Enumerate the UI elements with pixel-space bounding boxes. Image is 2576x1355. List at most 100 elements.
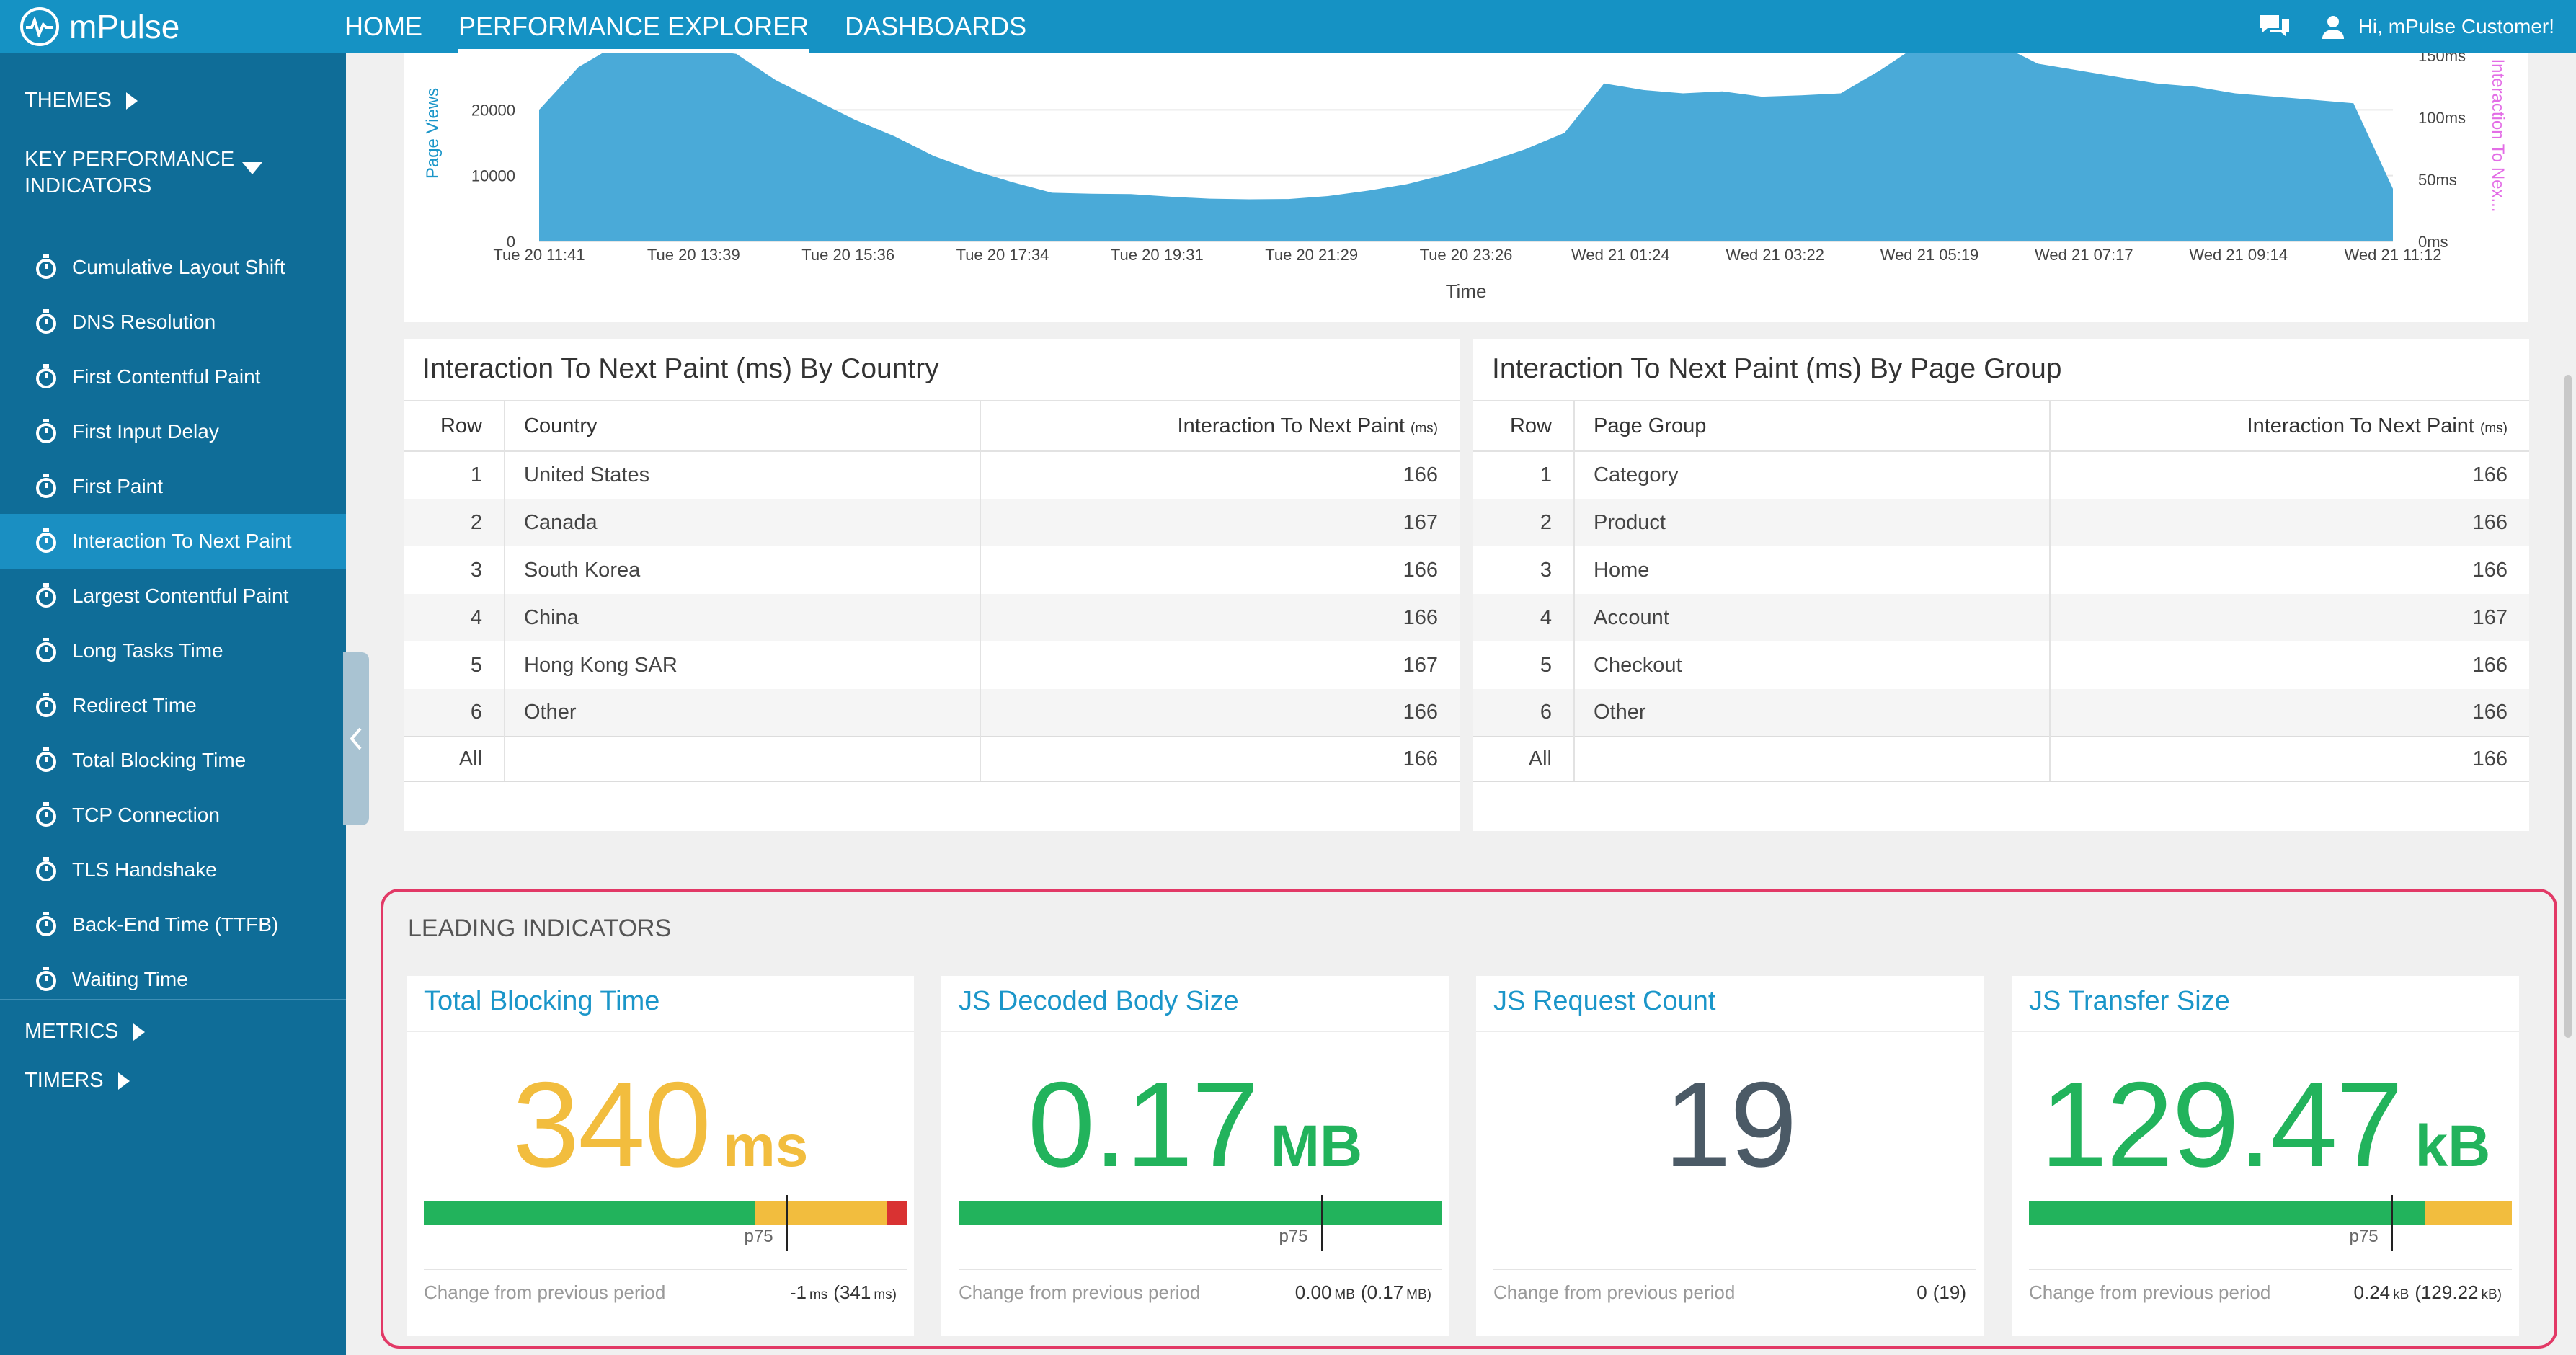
change-label: Change from previous period <box>959 1281 1201 1303</box>
indicator-value: 0.17 MB <box>941 1055 1449 1194</box>
sidebar-item-label: First Input Delay <box>72 420 219 443</box>
sidebar-item-tcp-connection[interactable]: TCP Connection <box>0 788 346 843</box>
sidebar-item-long-tasks-time[interactable]: Long Tasks Time <box>0 623 346 678</box>
chat-icon[interactable] <box>2259 12 2291 41</box>
app-logo[interactable]: mPulse <box>20 6 179 47</box>
user-area: Hi, mPulse Customer! <box>2259 0 2554 53</box>
sidebar-kpi[interactable]: KEY PERFORMANCE INDICATORS <box>25 146 327 200</box>
indicator-title[interactable]: JS Transfer Size <box>2029 986 2230 1016</box>
table-row[interactable]: 5 Checkout 166 <box>1473 641 2529 689</box>
nav-home[interactable]: HOME <box>345 12 422 41</box>
row-value: 167 <box>2050 594 2529 641</box>
sidebar-item-largest-contentful-paint[interactable]: Largest Contentful Paint <box>0 569 346 623</box>
sidebar-item-first-paint[interactable]: First Paint <box>0 459 346 514</box>
indicator-unit: MB <box>1270 1114 1363 1179</box>
row-name: Other <box>505 689 981 737</box>
indicator-number: 129.47 <box>2040 1057 2404 1192</box>
sidebar-item-label: DNS Resolution <box>72 311 216 333</box>
sidebar-timers-label: TIMERS <box>25 1069 104 1092</box>
table-row[interactable]: 6 Other 166 <box>1473 689 2529 737</box>
page-views-area[interactable] <box>539 53 2393 241</box>
sidebar-kpi-label: KEY PERFORMANCE INDICATORS <box>25 148 235 197</box>
pagegroup-table: Row Page Group Interaction To Next Paint… <box>1473 400 2529 782</box>
row-value: 167 <box>980 499 1460 546</box>
change-value: -1 ms (341 ms) <box>790 1281 897 1304</box>
sidebar-item-waiting-time[interactable]: Waiting Time <box>0 952 346 1007</box>
indicator-title[interactable]: JS Decoded Body Size <box>959 986 1239 1016</box>
country-table-card: Interaction To Next Paint (ms) By Countr… <box>404 339 1460 831</box>
indicator-title[interactable]: JS Request Count <box>1493 986 1716 1016</box>
sidebar-item-label: First Contentful Paint <box>72 365 261 388</box>
row-name: United States <box>505 451 981 499</box>
chevron-right-icon <box>125 92 138 110</box>
table-row[interactable]: 4 Account 167 <box>1473 594 2529 641</box>
row-value: 166 <box>980 689 1460 737</box>
x-axis-label: Time <box>1446 280 1487 302</box>
change-amount: 0.24 <box>2353 1281 2391 1303</box>
x-tick-label: Wed 21 07:17 <box>2035 246 2133 264</box>
x-tick-label: Wed 21 11:12 <box>2345 246 2442 264</box>
sidebar-timers[interactable]: TIMERS <box>25 1069 130 1093</box>
page-scrollbar[interactable] <box>2564 375 2572 1038</box>
indicator-unit: ms <box>722 1114 809 1179</box>
threshold-bar <box>2029 1201 2512 1225</box>
nav-dashboards[interactable]: DASHBOARDS <box>845 12 1027 41</box>
sidebar-item-dns-resolution[interactable]: DNS Resolution <box>0 295 346 350</box>
chart-svg: 01000020000300000ms50ms100ms150msTue 20 … <box>423 53 2508 302</box>
sidebar-item-cumulative-layout-shift[interactable]: Cumulative Layout Shift <box>0 240 346 295</box>
previous-value: (129.22 <box>2415 1281 2479 1303</box>
table-row[interactable]: 1 Category 166 <box>1473 451 2529 499</box>
user-greeting[interactable]: Hi, mPulse Customer! <box>2358 14 2554 37</box>
sidebar-collapse-handle[interactable] <box>343 652 369 825</box>
table-row[interactable]: 5 Hong Kong SAR 167 <box>404 641 1460 689</box>
sidebar-item-label: Back-End Time (TTFB) <box>72 913 279 936</box>
sidebar-item-label: TCP Connection <box>72 804 220 826</box>
sidebar-item-label: Cumulative Layout Shift <box>72 256 285 278</box>
stopwatch-icon <box>32 691 61 720</box>
column-header-row[interactable]: Row <box>404 400 505 452</box>
row-value: 166 <box>1403 558 1438 582</box>
y2-tick-label: 100ms <box>2418 109 2466 127</box>
table-row[interactable]: 1 United States 166 <box>404 451 1460 499</box>
chevron-left-icon <box>350 727 362 750</box>
column-header-country[interactable]: Country <box>505 400 981 452</box>
sidebar-item-back-end-time-ttfb[interactable]: Back-End Time (TTFB) <box>0 897 346 952</box>
column-header-value[interactable]: Interaction To Next Paint (ms) <box>2050 400 2529 452</box>
sidebar-item-redirect-time[interactable]: Redirect Time <box>0 678 346 733</box>
row-number: 4 <box>404 594 505 641</box>
table-row[interactable]: 3 Home 166 <box>1473 546 2529 594</box>
sidebar-kpi-list: Cumulative Layout Shift DNS Resolution Fir… <box>0 240 346 1007</box>
column-header-page-group[interactable]: Page Group <box>1574 400 2051 452</box>
previous-value: (341 <box>833 1281 871 1303</box>
sidebar-item-total-blocking-time[interactable]: Total Blocking Time <box>0 733 346 788</box>
row-number: 1 <box>404 451 505 499</box>
table-row[interactable]: 3 South Korea 166 <box>404 546 1460 594</box>
row-number: 2 <box>1473 499 1575 546</box>
sidebar-item-tls-handshake[interactable]: TLS Handshake <box>0 843 346 897</box>
pulse-icon <box>20 6 59 46</box>
indicator-title[interactable]: Total Blocking Time <box>424 986 660 1016</box>
p75-marker <box>786 1195 788 1251</box>
sidebar-themes[interactable]: THEMES <box>25 89 138 112</box>
sidebar-item-interaction-to-next-paint[interactable]: Interaction To Next Paint <box>0 514 346 569</box>
change-amount: 0 <box>1917 1281 1927 1303</box>
row-name: Product <box>1574 499 2051 546</box>
table-row[interactable]: 2 Product 166 <box>1473 499 2529 546</box>
sidebar-item-first-input-delay[interactable]: First Input Delay <box>0 404 346 459</box>
column-header-value[interactable]: Interaction To Next Paint (ms) <box>980 400 1460 452</box>
table-row[interactable]: 4 China 166 <box>404 594 1460 641</box>
sidebar-item-first-contentful-paint[interactable]: First Contentful Paint <box>0 350 346 404</box>
table-row[interactable]: 2 Canada 167 <box>404 499 1460 546</box>
threshold-bar <box>959 1201 1442 1225</box>
stopwatch-icon <box>32 472 61 501</box>
x-tick-label: Tue 20 11:41 <box>493 246 585 264</box>
nav-performance-explorer[interactable]: PERFORMANCE EXPLORER <box>458 0 809 53</box>
sidebar-metrics[interactable]: METRICS <box>25 1020 145 1044</box>
row-name: South Korea <box>505 546 981 594</box>
change-unit: kB <box>2393 1287 2410 1302</box>
p75-label: p75 <box>744 1227 773 1246</box>
row-number: 5 <box>1473 641 1575 689</box>
user-icon[interactable] <box>2321 14 2345 39</box>
table-row[interactable]: 6 Other 166 <box>404 689 1460 737</box>
column-header-row[interactable]: Row <box>1473 400 1575 452</box>
